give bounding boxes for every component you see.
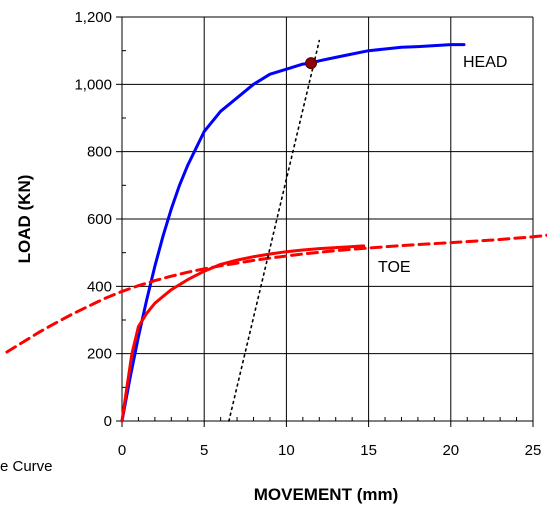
y-tick-label: 800 (87, 144, 112, 161)
series-line-head (120, 43, 466, 423)
y-tick-label: 400 (87, 278, 112, 295)
y-tick-label: 200 (87, 346, 112, 363)
series-line-toe (120, 244, 366, 423)
intersection-marker (305, 57, 318, 70)
x-tick-label: 25 (525, 442, 542, 459)
y-tick-label: 600 (87, 211, 112, 228)
series-label-head: HEAD (463, 54, 507, 71)
y-axis-title: LOAD (KN) (15, 175, 34, 264)
y-tick-label: 1,000 (74, 76, 112, 93)
x-tick-label: 15 (360, 442, 377, 459)
labels-group: 0 200 400 600 800 1,000 1,200 0 5 10 15 20 25 (74, 9, 541, 459)
grid-lines (122, 16, 534, 421)
x-tick-label: 0 (118, 442, 126, 459)
curve-annotation: e Curve (0, 458, 53, 475)
axes (116, 16, 534, 427)
series-group (5, 39, 547, 423)
x-axis-title: MOVEMENT (mm) (254, 485, 399, 504)
y-tick-label: 0 (104, 413, 112, 430)
series-line-extra-2 (5, 233, 547, 354)
series-label-toe: TOE (378, 259, 411, 276)
x-tick-label: 20 (442, 442, 459, 459)
y-tick-label: 1,200 (74, 9, 112, 26)
x-tick-label: 10 (278, 442, 295, 459)
series-line-extra-3 (228, 39, 321, 422)
x-tick-label: 5 (200, 442, 208, 459)
